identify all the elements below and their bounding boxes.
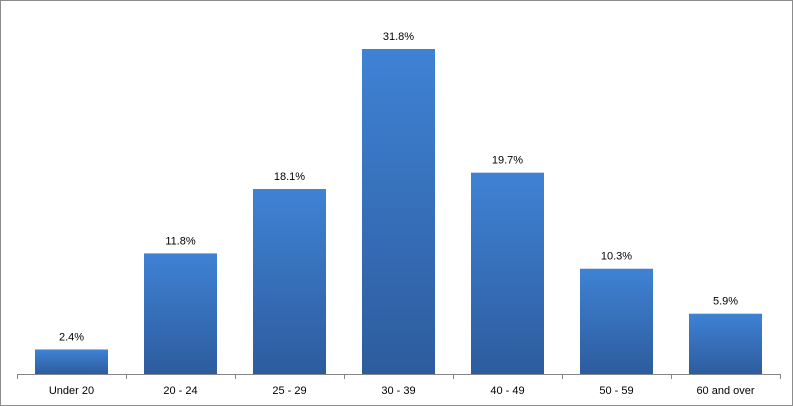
x-tick-label-25-29: 25 - 29 bbox=[272, 385, 306, 397]
bar-20-24 bbox=[144, 253, 217, 374]
bars-layer bbox=[35, 49, 762, 374]
bar-60-and-over bbox=[689, 313, 762, 374]
data-label-20-24: 11.8% bbox=[165, 235, 196, 247]
bar-40-49 bbox=[471, 172, 544, 374]
x-tick-label-20-24: 20 - 24 bbox=[163, 385, 197, 397]
data-label-under-20: 2.4% bbox=[59, 331, 84, 343]
x-tick-label-50-59: 50 - 59 bbox=[599, 385, 633, 397]
bar-30-39 bbox=[362, 49, 435, 374]
data-label-25-29: 18.1% bbox=[274, 171, 305, 183]
data-label-30-39: 31.8% bbox=[383, 31, 414, 43]
data-label-50-59: 10.3% bbox=[601, 251, 632, 263]
x-tick-label-40-49: 40 - 49 bbox=[490, 385, 524, 397]
bar-under-20 bbox=[35, 349, 108, 374]
x-axis: Under 20 20 - 24 25 - 29 30 - 39 40 - 49 50 -… bbox=[17, 374, 781, 397]
x-tick-label-60-and-over: 60 and over bbox=[696, 385, 754, 397]
data-label-40-49: 19.7% bbox=[492, 155, 523, 167]
data-label-60-and-over: 5.9% bbox=[713, 296, 738, 308]
x-tick-label-under-20: Under 20 bbox=[49, 385, 94, 397]
data-labels-layer: 2.4% 11.8% 18.1% 31.8% 19.7% 10.3% 5.9% bbox=[59, 31, 738, 343]
x-tick-label-30-39: 30 - 39 bbox=[381, 385, 415, 397]
bar-50-59 bbox=[580, 268, 653, 374]
bar-25-29 bbox=[253, 189, 326, 374]
